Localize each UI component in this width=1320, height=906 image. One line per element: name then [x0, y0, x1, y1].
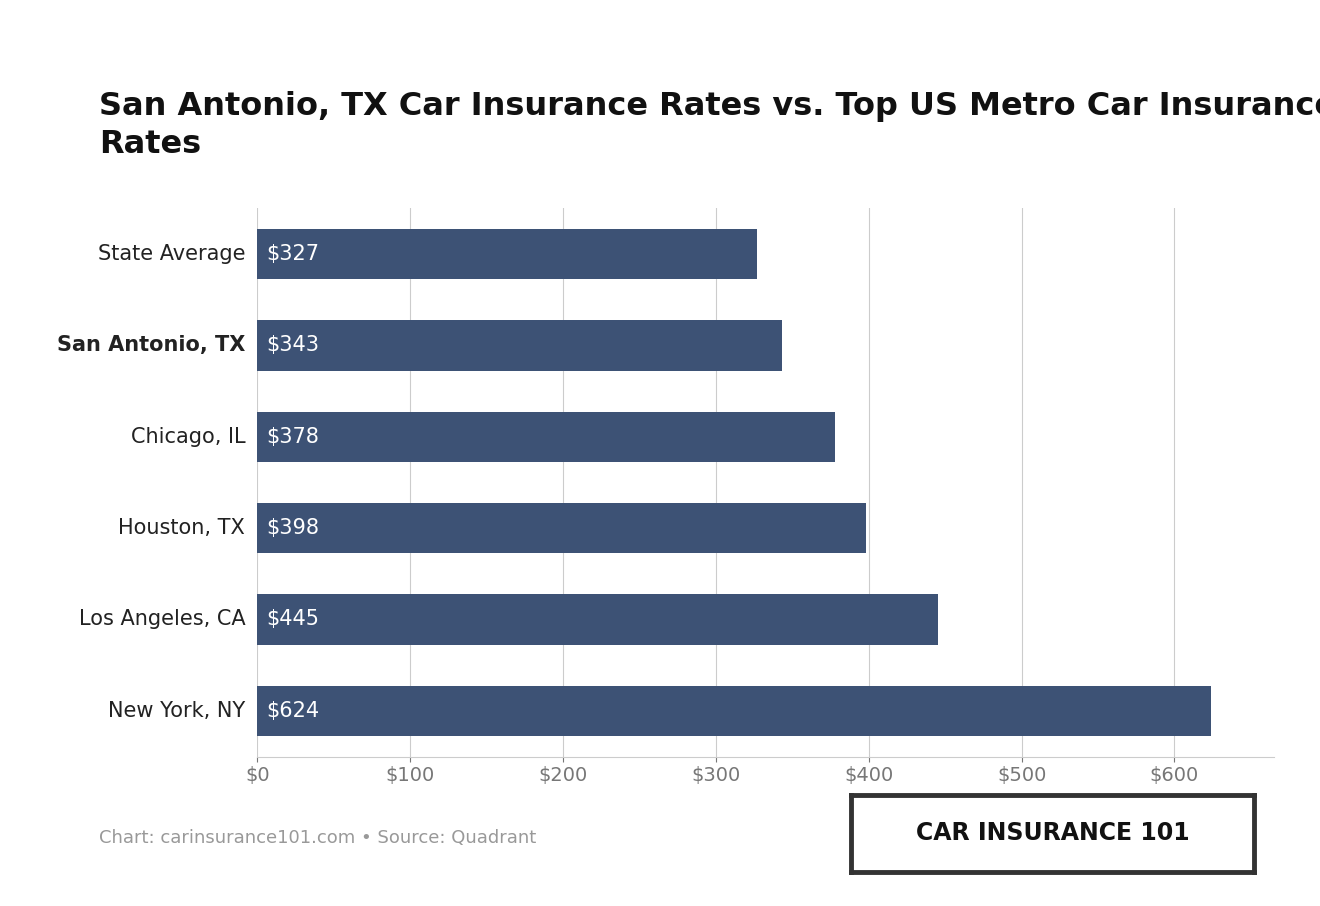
Bar: [257, 411, 836, 462]
Bar: [257, 686, 1212, 736]
Text: Chart: carinsurance101.com • Source: Quadrant: Chart: carinsurance101.com • Source: Qua…: [99, 829, 536, 847]
Bar: [257, 321, 781, 371]
Text: Houston, TX: Houston, TX: [119, 518, 246, 538]
Text: Chicago, IL: Chicago, IL: [131, 427, 246, 447]
Text: $378: $378: [267, 427, 319, 447]
Text: $445: $445: [267, 610, 319, 630]
Text: $398: $398: [267, 518, 319, 538]
Text: Los Angeles, CA: Los Angeles, CA: [79, 610, 246, 630]
Text: San Antonio, TX: San Antonio, TX: [57, 335, 246, 355]
Bar: [257, 503, 866, 554]
Text: $343: $343: [267, 335, 319, 355]
Text: San Antonio, TX Car Insurance Rates vs. Top US Metro Car Insurance
Rates: San Antonio, TX Car Insurance Rates vs. …: [99, 91, 1320, 159]
Bar: [257, 594, 937, 644]
Bar: [257, 229, 758, 279]
Text: $327: $327: [267, 244, 319, 264]
Text: New York, NY: New York, NY: [108, 701, 246, 721]
Text: CAR INSURANCE 101: CAR INSURANCE 101: [916, 821, 1189, 845]
Text: State Average: State Average: [98, 244, 246, 264]
Text: $624: $624: [267, 701, 319, 721]
